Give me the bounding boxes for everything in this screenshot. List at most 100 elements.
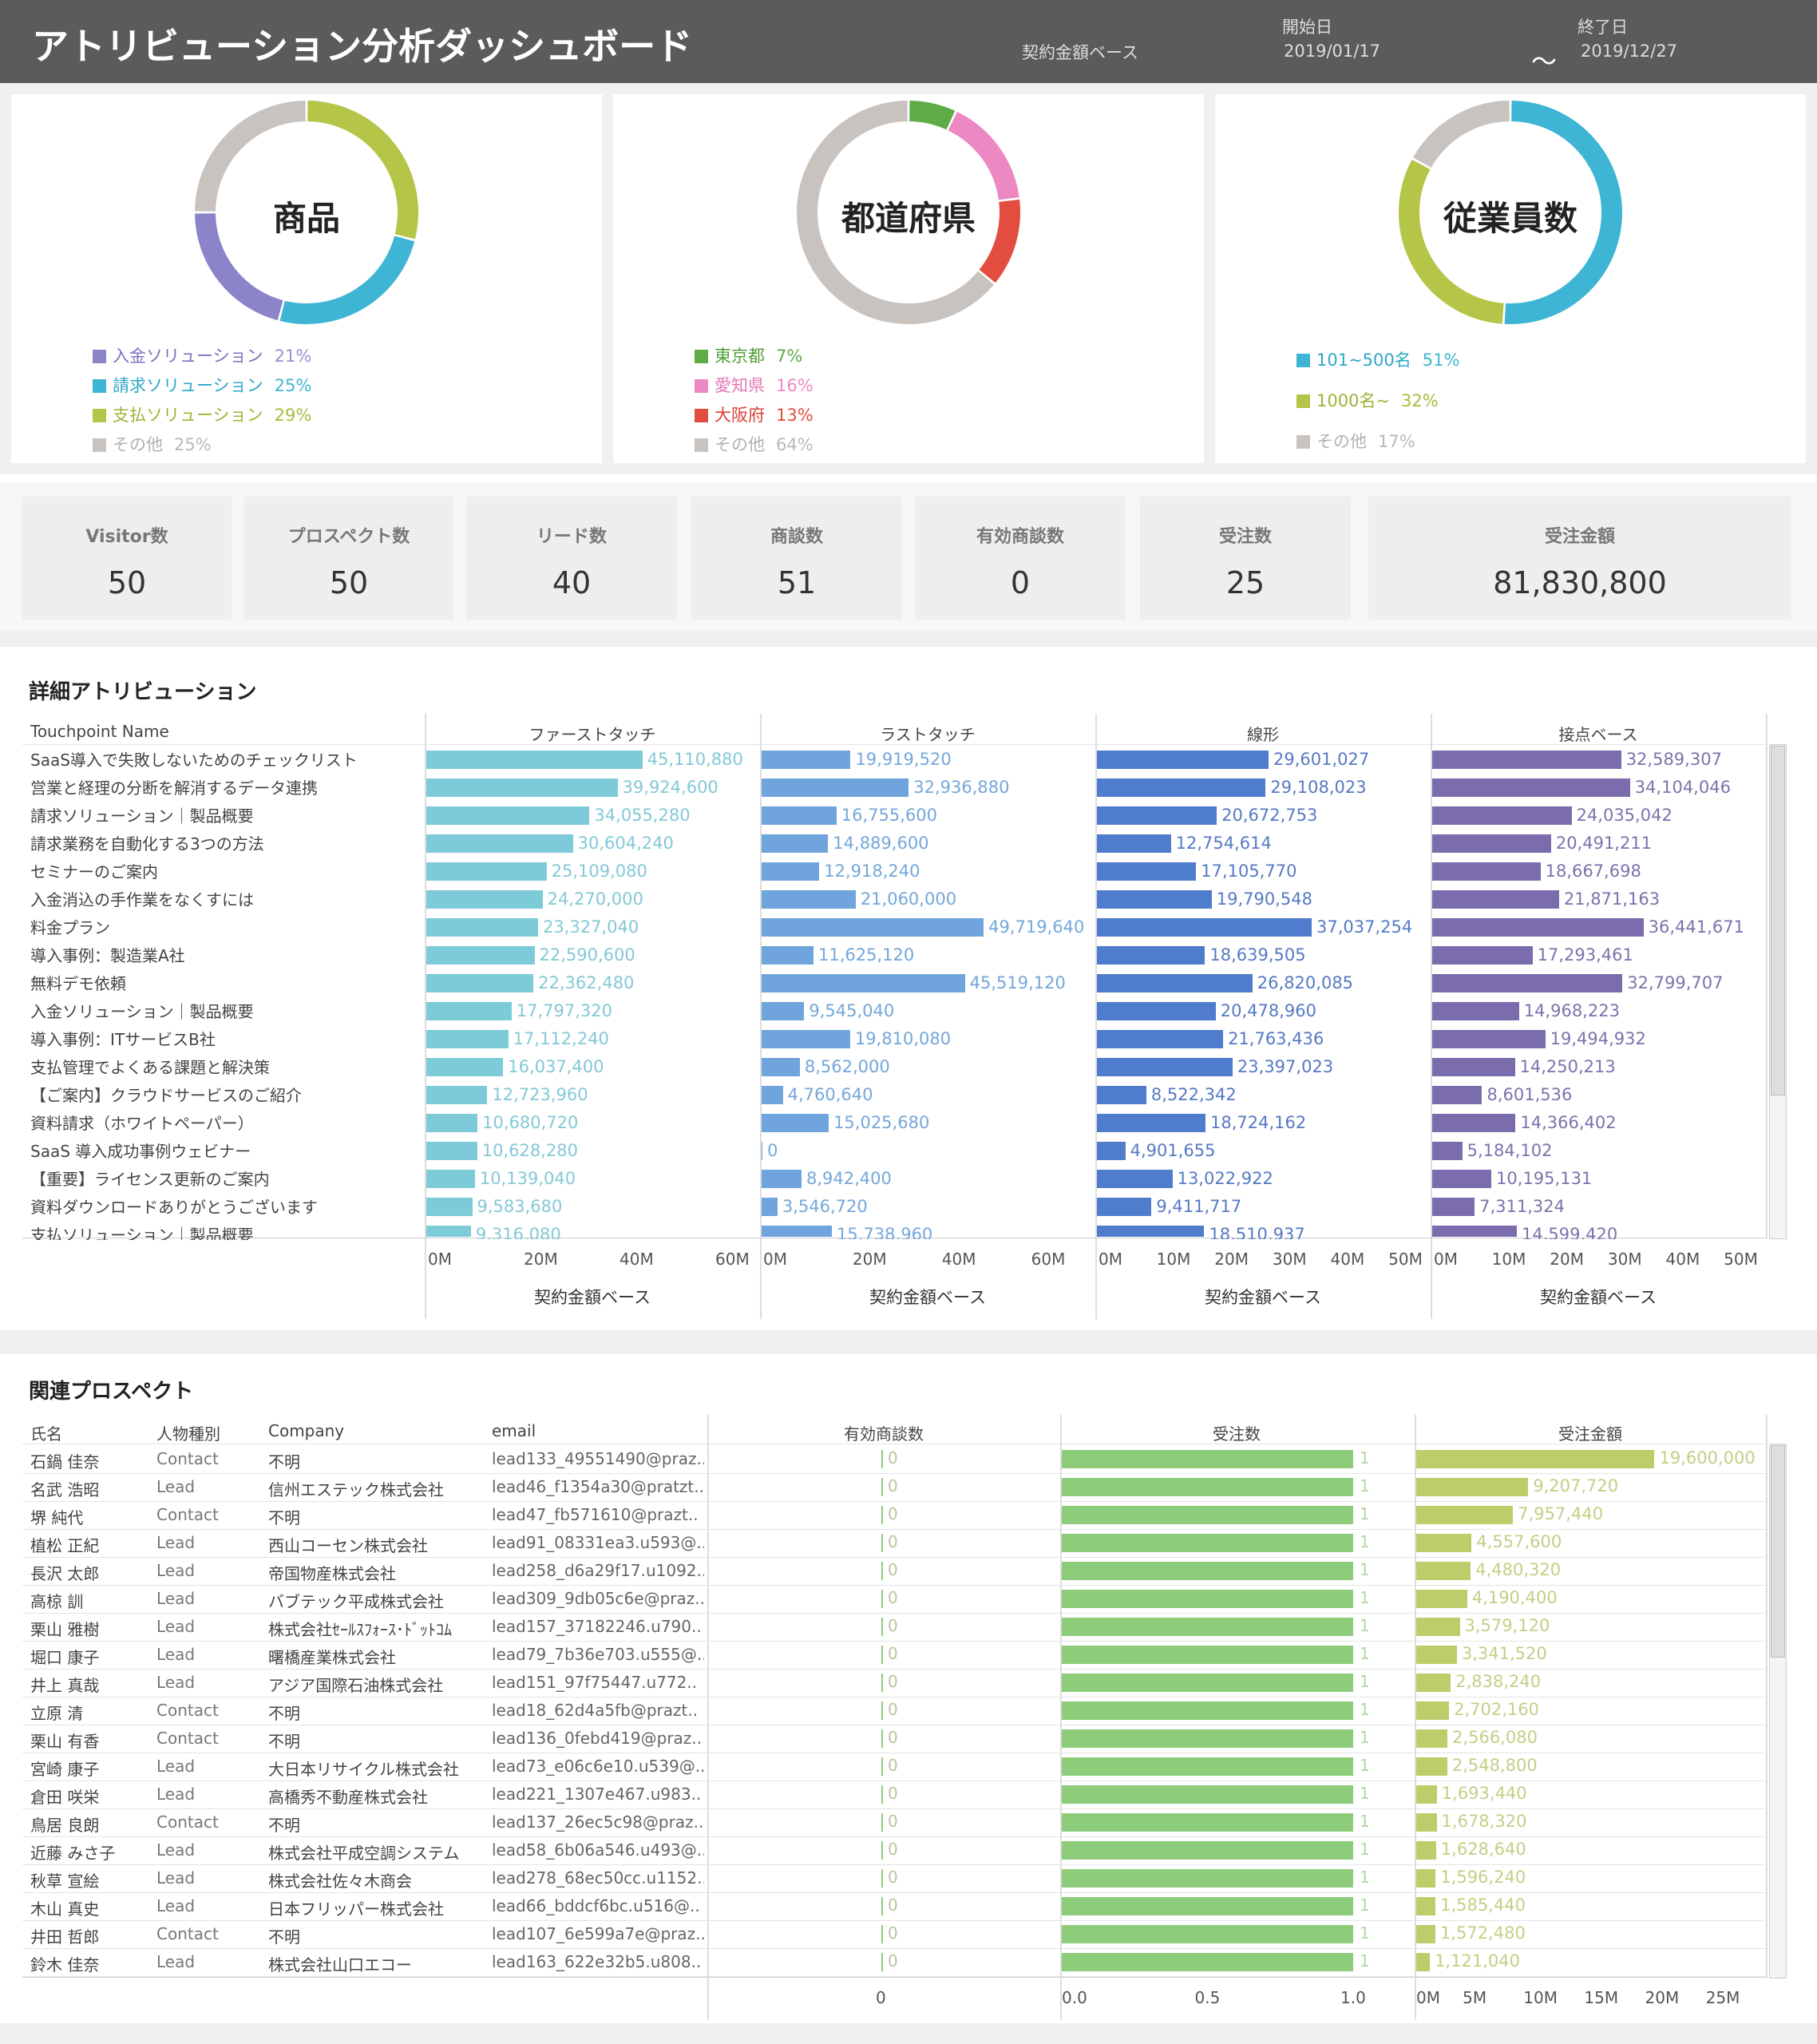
order-amount-bar[interactable] xyxy=(1416,1646,1457,1664)
valid-deals-bar[interactable] xyxy=(881,1562,883,1580)
legend-item-employees[interactable]: その他 17% xyxy=(1296,429,1415,453)
touchpoint-name[interactable]: 資料請求（ホワイトペーパー） xyxy=(30,1114,254,1133)
attribution-bar[interactable] xyxy=(1432,974,1623,992)
legend-item-prefecture[interactable]: 大阪府 13% xyxy=(695,402,813,426)
email-address[interactable]: lead66_bddcf6bc.u516@.. xyxy=(492,1896,700,1915)
prospect-name[interactable]: 栗山 雅樹 xyxy=(30,1620,100,1639)
touchpoint-name[interactable]: 【ご案内】クラウドサービスのご紹介 xyxy=(30,1086,302,1105)
model-header[interactable]: 線形 xyxy=(1247,725,1279,744)
person-type-header[interactable]: 人物種別 xyxy=(156,1424,220,1444)
prospects-scrollbar-thumb[interactable] xyxy=(1771,1445,1785,1658)
valid-deals-bar[interactable] xyxy=(881,1785,883,1804)
attribution-bar[interactable] xyxy=(1097,1058,1233,1076)
valid-deals-bar[interactable] xyxy=(881,1813,883,1832)
order-amount-bar[interactable] xyxy=(1416,1450,1655,1468)
orders-bar[interactable] xyxy=(1062,1450,1353,1468)
valid-deals-bar[interactable] xyxy=(881,1897,883,1915)
attribution-bar[interactable] xyxy=(426,751,643,769)
touchpoint-name[interactable]: 導入事例：ITサービスB社 xyxy=(30,1030,216,1049)
order-amount-bar[interactable] xyxy=(1416,1785,1437,1804)
orders-header[interactable]: 受注数 xyxy=(1213,1424,1261,1444)
attribution-bar[interactable] xyxy=(1432,918,1644,937)
touchpoint-name[interactable]: 営業と経理の分断を解消するデータ連携 xyxy=(30,778,318,798)
attribution-bar[interactable] xyxy=(426,1142,477,1160)
valid-deals-bar[interactable] xyxy=(881,1869,883,1888)
order-amount-bar[interactable] xyxy=(1416,1618,1460,1636)
donut-segment[interactable] xyxy=(195,101,307,212)
attribution-bar[interactable] xyxy=(762,751,851,769)
attribution-bar[interactable] xyxy=(1432,1170,1492,1188)
valid-deals-bar[interactable] xyxy=(881,1478,883,1496)
attribution-bar[interactable] xyxy=(1432,890,1559,909)
legend-item-prefecture[interactable]: 愛知県 16% xyxy=(695,373,813,397)
attribution-bar[interactable] xyxy=(762,1058,800,1076)
legend-item-prefecture[interactable]: その他 64% xyxy=(695,432,813,456)
prospect-name[interactable]: 石鍋 佳奈 xyxy=(30,1452,100,1472)
valid-deals-bar[interactable] xyxy=(881,1925,883,1943)
valid-deals-bar[interactable] xyxy=(881,1674,883,1692)
attribution-bar[interactable] xyxy=(1432,1030,1546,1048)
touchpoint-name[interactable]: 請求業務を自動化する3つの方法 xyxy=(30,834,264,854)
name-header[interactable]: 氏名 xyxy=(30,1424,62,1444)
email-address[interactable]: lead18_62d4a5fb@prazt.. xyxy=(492,1701,699,1720)
prospect-name[interactable]: 倉田 咲栄 xyxy=(30,1788,100,1807)
attribution-bar[interactable] xyxy=(762,1086,783,1104)
donut-segment[interactable] xyxy=(1413,101,1510,168)
attribution-bar[interactable] xyxy=(1097,1198,1152,1216)
attribution-bar[interactable] xyxy=(1432,806,1572,825)
attribution-scrollbar-thumb[interactable] xyxy=(1771,746,1785,1095)
attribution-bar[interactable] xyxy=(1097,1142,1126,1160)
touchpoint-name[interactable]: SaaS導入で失敗しないためのチェックリスト xyxy=(30,751,358,770)
attribution-bar[interactable] xyxy=(1432,1086,1482,1104)
attribution-bar[interactable] xyxy=(426,1114,478,1132)
order-amount-bar[interactable] xyxy=(1416,1478,1529,1496)
email-address[interactable]: lead107_6e599a7e@praz.. xyxy=(492,1924,704,1943)
attribution-bar[interactable] xyxy=(1097,1170,1173,1188)
prospect-name[interactable]: 宮崎 康子 xyxy=(30,1760,100,1779)
attribution-bar[interactable] xyxy=(762,1114,829,1132)
order-amount-bar[interactable] xyxy=(1416,1869,1436,1888)
prospect-name[interactable]: 井田 哲郎 xyxy=(30,1927,100,1947)
attribution-bar[interactable] xyxy=(1432,1198,1475,1216)
touchpoint-name[interactable]: 導入事例：製造業A社 xyxy=(30,946,185,965)
prospect-name[interactable]: 堀口 康子 xyxy=(30,1648,100,1667)
attribution-bar[interactable] xyxy=(762,974,965,992)
model-header[interactable]: ラストタッチ xyxy=(880,725,976,744)
order-amount-bar[interactable] xyxy=(1416,1897,1436,1915)
order-amount-bar[interactable] xyxy=(1416,1701,1450,1720)
model-header[interactable]: 接点ベース xyxy=(1558,725,1638,744)
attribution-bar[interactable] xyxy=(1432,1142,1463,1160)
prospect-name[interactable]: 高椋 訓 xyxy=(30,1592,84,1611)
prospect-name[interactable]: 鈴木 佳奈 xyxy=(30,1955,100,1975)
prospect-name[interactable]: 植松 正紀 xyxy=(30,1536,100,1555)
valid-deals-bar[interactable] xyxy=(881,1646,883,1664)
start-date-value[interactable]: 2019/01/17 xyxy=(1284,42,1381,61)
attribution-bar[interactable] xyxy=(1097,1086,1146,1104)
company-header[interactable]: Company xyxy=(268,1421,345,1440)
email-address[interactable]: lead91_08331ea3.u593@.. xyxy=(492,1533,704,1552)
legend-item-product[interactable]: 支払ソリューション 29% xyxy=(93,402,311,426)
orders-bar[interactable] xyxy=(1062,1674,1353,1692)
donut-segment[interactable] xyxy=(1399,159,1504,324)
legend-item-product[interactable]: 請求ソリューション 25% xyxy=(93,373,311,397)
valid-deals-bar[interactable] xyxy=(881,1953,883,1971)
valid-deals-bar[interactable] xyxy=(881,1590,883,1608)
prospect-name[interactable]: 立原 清 xyxy=(30,1704,84,1723)
legend-item-prefecture[interactable]: 東京都 7% xyxy=(695,343,802,367)
donut-segment[interactable] xyxy=(979,199,1020,283)
email-address[interactable]: lead151_97f75447.u772.. xyxy=(492,1673,698,1692)
attribution-bar[interactable] xyxy=(762,862,820,881)
order-amount-header[interactable]: 受注金額 xyxy=(1558,1424,1622,1444)
prospect-name[interactable]: 鳥居 良朗 xyxy=(30,1816,100,1835)
donut-segment[interactable] xyxy=(797,101,994,324)
touchpoint-name[interactable]: SaaS 導入成功事例ウェビナー xyxy=(30,1142,251,1161)
attribution-bar[interactable] xyxy=(762,778,909,797)
orders-bar[interactable] xyxy=(1062,1925,1353,1943)
attribution-bar[interactable] xyxy=(426,806,590,825)
attribution-bar[interactable] xyxy=(426,1058,504,1076)
attribution-bar[interactable] xyxy=(1097,974,1253,992)
valid-deals-header[interactable]: 有効商談数 xyxy=(844,1424,924,1444)
orders-bar[interactable] xyxy=(1062,1534,1353,1552)
orders-bar[interactable] xyxy=(1062,1757,1353,1776)
attribution-bar[interactable] xyxy=(426,834,573,853)
